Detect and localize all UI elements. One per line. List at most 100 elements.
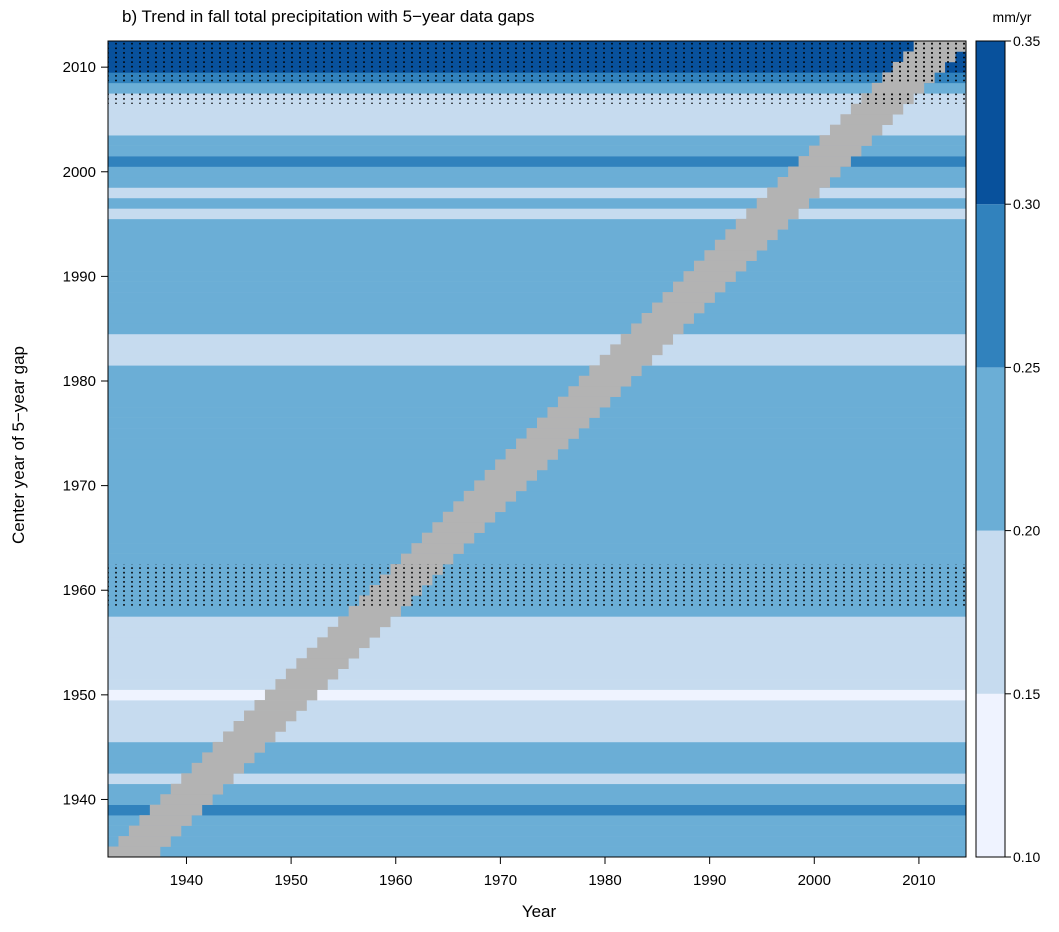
colorbar-tick-label-4: 0.30	[1013, 196, 1040, 212]
gap-cell-1999	[777, 177, 830, 188]
heat-row-1945	[108, 741, 966, 753]
heat-row-1981	[108, 365, 966, 377]
heat-row-1992	[108, 250, 966, 261]
gap-cell-1984	[620, 333, 674, 345]
gap-cell-1963	[400, 553, 454, 565]
x-tick-label-1990: 1990	[693, 872, 726, 889]
gap-cell-1938	[139, 815, 192, 826]
heat-row-1936	[108, 836, 966, 847]
heat-row-1991	[108, 260, 966, 272]
x-tick-label-1960: 1960	[379, 872, 412, 889]
gap-cell-1998	[767, 187, 820, 199]
gap-cell-2003	[819, 135, 872, 146]
gap-cells	[108, 41, 966, 858]
gap-cell-1935	[108, 846, 161, 858]
heat-row-1969	[108, 490, 966, 502]
y-axis-label: Center year of 5−year gap	[9, 346, 28, 544]
heat-row-1993	[108, 239, 966, 251]
x-axis: 1940 1950 1960 1970 1980 1990 2000 2010	[170, 857, 936, 889]
stipple-row-1962	[108, 564, 966, 575]
heat-row-1988	[108, 292, 966, 303]
heat-row-2005	[108, 114, 966, 125]
colorbar-tick-label-2: 0.20	[1013, 523, 1040, 539]
gap-cell-1952	[285, 668, 339, 680]
gap-cell-1997	[756, 197, 810, 209]
heat-row-2003	[108, 135, 966, 146]
heat-row-1970	[108, 480, 966, 492]
colorbar-swatch-1	[976, 530, 1005, 694]
stipple-row-2009	[108, 72, 966, 83]
heat-row-1979	[108, 386, 966, 397]
heat-row-1955	[108, 637, 966, 649]
gap-cell-1982	[599, 354, 653, 366]
gap-cell-1956	[327, 626, 381, 638]
gap-cell-1977	[547, 407, 600, 418]
heat-row-1957	[108, 616, 966, 628]
gap-cell-1958	[348, 605, 401, 617]
gap-cell-1992	[704, 250, 757, 261]
gap-cell-1947	[233, 721, 286, 732]
heat-row-1954	[108, 647, 966, 659]
gap-cell-1946	[223, 731, 276, 743]
plot-frame	[107, 40, 967, 858]
gap-cell-1943	[191, 762, 245, 774]
gap-cell-1976	[537, 417, 590, 429]
stipple-row-1959	[108, 595, 966, 606]
colorbar-swatch-0	[976, 693, 1005, 857]
gap-cell-1950	[264, 689, 318, 701]
heat-row-1949	[108, 700, 966, 711]
gap-cell-2000	[788, 166, 841, 178]
colorbar: 0.10 0.15 0.20 0.25 0.30 0.35	[975, 33, 1040, 865]
colorbar-tick-label-5: 0.35	[1013, 33, 1040, 49]
heat-row-1943	[108, 762, 966, 774]
gap-cell-1939	[149, 804, 203, 816]
heat-row-1977	[108, 407, 966, 418]
gap-cell-1955	[317, 637, 370, 649]
heat-row-2006	[108, 103, 966, 115]
stipple-row-2011	[108, 51, 966, 62]
y-tick-label-1970: 1970	[63, 478, 96, 495]
heat-row-1958	[108, 605, 966, 617]
gap-cell-1988	[662, 292, 715, 303]
gap-cell-1937	[128, 825, 182, 837]
stipple-row-2012	[108, 41, 966, 52]
gap-cell-1965	[421, 532, 475, 544]
heat-row-2002	[108, 145, 966, 157]
heat-row-1953	[108, 658, 966, 669]
heat-row-1944	[108, 752, 966, 764]
heat-row-1935	[108, 846, 966, 858]
gap-cell-1968	[453, 501, 506, 513]
heat-row-1952	[108, 668, 966, 680]
gap-cell-1974	[516, 438, 569, 450]
x-tick-label-2010: 2010	[902, 872, 935, 889]
gap-cell-1985	[631, 323, 684, 335]
gap-cell-1972	[495, 459, 548, 471]
y-tick-label-1950: 1950	[63, 687, 96, 704]
heat-row-2000	[108, 166, 966, 178]
gap-cell-1979	[568, 386, 621, 397]
heat-row-1939	[108, 804, 966, 816]
heat-row-1999	[108, 177, 966, 188]
gap-cell-1993	[714, 239, 768, 251]
heat-row-1984	[108, 333, 966, 345]
gap-cell-1991	[693, 260, 747, 272]
gap-cell-1975	[526, 428, 579, 439]
gap-cell-1954	[306, 647, 360, 659]
colorbar-tick-label-1: 0.15	[1013, 686, 1040, 702]
heat-row-1987	[108, 302, 966, 314]
heat-row-1966	[108, 522, 966, 533]
gap-cell-1945	[212, 741, 265, 753]
gap-cell-1948	[244, 710, 297, 722]
heat-row-1951	[108, 679, 966, 690]
y-tick-label-1960: 1960	[63, 582, 96, 599]
stipple-row-2010	[108, 61, 966, 73]
gap-cell-2004	[829, 124, 883, 136]
heat-row-1948	[108, 710, 966, 722]
gap-cell-1953	[296, 658, 349, 669]
gap-cell-1973	[505, 449, 558, 460]
heat-row-1978	[108, 396, 966, 408]
heat-row-1937	[108, 825, 966, 837]
heat-row-1942	[108, 773, 966, 785]
heat-row-1965	[108, 532, 966, 544]
gap-cell-1990	[683, 271, 736, 282]
